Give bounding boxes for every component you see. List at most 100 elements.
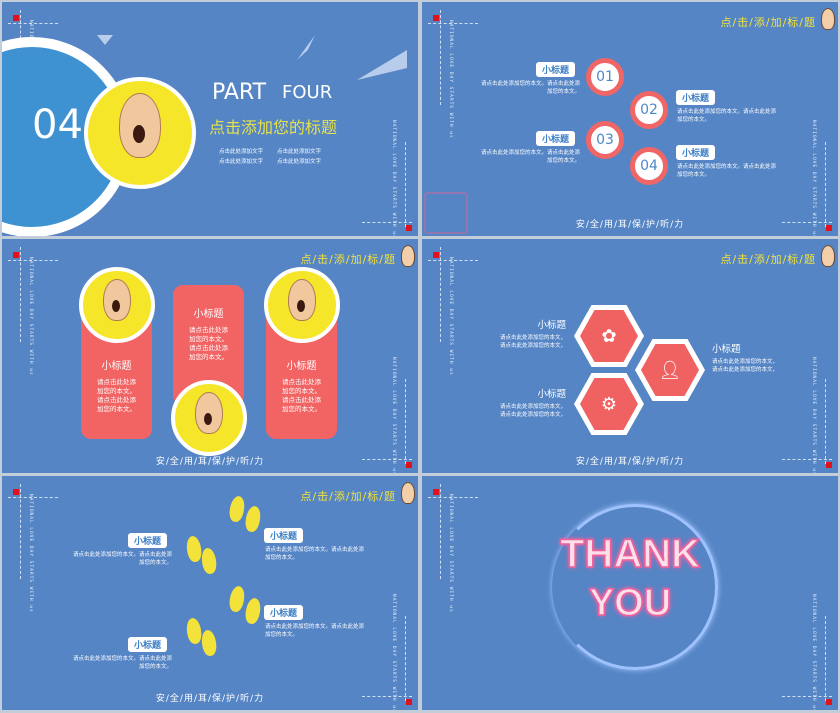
divider xyxy=(440,484,441,579)
footer-text: 安/全/用/耳/保/护/听/力 xyxy=(575,220,685,230)
subtitle-2: 小标题 xyxy=(264,528,304,543)
step-badge-01: 01 xyxy=(586,58,624,96)
text-4: 点击此处添加文字 xyxy=(277,159,322,165)
section-number: 04 xyxy=(32,102,83,148)
subtitle-2: 小标题 xyxy=(676,90,716,105)
card-body: 请点击此处添 加您的本文。 请点击此处添 加您的本文。 xyxy=(189,326,228,361)
part-label-2: FOUR xyxy=(282,82,333,103)
vertical-text: NATIONAL LOVE DAY STARTS WITH us xyxy=(391,357,396,473)
text-3: 点击此处添加文字 xyxy=(219,159,264,165)
thank-text: THANK xyxy=(559,532,700,576)
subtitle-3: 小标题 xyxy=(536,131,576,146)
slide-title[interactable]: 点击添加您的标题 xyxy=(209,118,338,137)
ear-cartoon-image xyxy=(264,267,340,343)
card-body: 请点击此处添 加您的本文。 请点击此处添 加您的本文。 xyxy=(282,378,321,413)
decor-triangle xyxy=(297,35,315,60)
body-line: 请点击此处添加您的本文。请点击此处添 xyxy=(677,164,777,170)
corner-marker xyxy=(13,252,19,258)
corner-marker xyxy=(13,15,19,21)
divider xyxy=(782,222,832,223)
divider xyxy=(20,247,21,342)
footprint-icon xyxy=(243,596,263,626)
divider xyxy=(825,142,826,227)
corner-marker xyxy=(13,489,19,495)
item-body: 请点击此处添加您的本文， 请点击此处添加您的本文， xyxy=(499,335,566,349)
part-label: PART xyxy=(212,80,267,105)
subtitle-4: 小标题 xyxy=(128,637,168,652)
body-line: 加您的本文。 xyxy=(677,117,711,123)
body-2: 请点击此处添加您的本文。请点击此处添 加您的本文。 xyxy=(677,108,776,124)
ear-cartoon-image xyxy=(84,77,196,189)
vertical-text: NATIONAL LOVE DAY STARTS WITH us xyxy=(391,120,396,236)
watermark-logo xyxy=(424,192,468,234)
slide-thumbnail-4[interactable]: NATIONAL LOVE DAY STARTS WITH us NATIONA… xyxy=(422,239,838,473)
footprint-icon xyxy=(227,494,247,524)
gear-car-icon: ⚙ xyxy=(580,378,638,430)
item-3: 小标题 请点击此处添加您的本文， 请点击此处添加您的本文， xyxy=(500,386,566,419)
vertical-text: NATIONAL LOVE DAY STARTS WITH us xyxy=(448,257,453,376)
vertical-text: NATIONAL LOVE DAY STARTS WITH us xyxy=(811,357,816,473)
divider xyxy=(782,696,832,697)
divider xyxy=(825,616,826,701)
item-body: 请点击此处添加您的本文， 请点击此处添加您的本文， xyxy=(499,404,566,418)
ear-icon xyxy=(401,482,415,504)
slide-thumbnail-1[interactable]: NATIONAL LOVE DAY STARTS WITH us NATIONA… xyxy=(2,2,418,236)
slide-thumbnail-5[interactable]: NATIONAL LOVE DAY STARTS WITH us NATIONA… xyxy=(2,476,418,710)
body-line: 加您的本文。 xyxy=(677,172,711,178)
card-title: 小标题 xyxy=(193,309,224,320)
slide-thumbnail-6[interactable]: NATIONAL LOVE DAY STARTS WITH us NATIONA… xyxy=(422,476,838,710)
text-1: 点击此处添加文字 xyxy=(219,149,264,155)
item-1: 小标题 请点击此处添加您的本文， 请点击此处添加您的本文， xyxy=(500,317,566,350)
hex-rose: ✿ xyxy=(574,305,644,367)
body-line: 加您的本文。 xyxy=(546,158,580,164)
corner-marker xyxy=(406,225,412,231)
divider xyxy=(405,142,406,227)
card-body: 请点击此处添 加您的本文。 请点击此处添 加您的本文。 xyxy=(97,378,136,413)
body-line: 请点击此处添加您的本文。请点击此处添 xyxy=(480,81,580,87)
ear-icon xyxy=(821,245,835,267)
header-title: 点/击/添/加/标/题 xyxy=(720,16,816,29)
footprint-icon xyxy=(227,584,247,614)
divider xyxy=(8,497,58,498)
body-line: 请点击此处添加您的本文。请点击此处添 xyxy=(480,150,580,156)
divider xyxy=(20,484,21,579)
corner-marker xyxy=(826,699,832,705)
hex-gear: ⚙ xyxy=(574,373,644,435)
body-2: 请点击此处添加您的本文。请点击此处添 加您的本文。 xyxy=(265,547,365,561)
person-icon: 👤︎ xyxy=(641,344,699,396)
subtitle-4: 小标题 xyxy=(676,145,716,160)
header-title: 点/击/添/加/标/题 xyxy=(300,253,396,266)
item-title: 小标题 xyxy=(712,344,741,355)
divider xyxy=(428,497,478,498)
footprint-icon xyxy=(200,547,218,575)
subtitle-3: 小标题 xyxy=(264,605,304,620)
step-badge-02: 02 xyxy=(630,91,668,129)
divider xyxy=(825,379,826,464)
neon-ring xyxy=(552,504,718,670)
divider xyxy=(362,459,412,460)
header-title: 点/击/添/加/标/题 xyxy=(300,490,396,503)
ear-cartoon-image xyxy=(79,267,155,343)
vertical-text: NATIONAL LOVE DAY STARTS WITH us xyxy=(391,594,396,710)
body-4: 请点击此处添加您的本文。请点击此处添 加您的本文。 xyxy=(677,163,776,179)
you-text: YOU xyxy=(588,582,672,624)
item-2: 小标题 请点击此处添加您的本文， 请点击此处添加您的本文， xyxy=(712,341,778,374)
body-3: 请点击此处添加您的本文。请点击此处添 加您的本文。 xyxy=(265,624,365,638)
decor-triangle xyxy=(357,50,407,80)
vertical-text: NATIONAL LOVE DAY STARTS WITH us xyxy=(448,20,453,139)
divider xyxy=(8,260,58,261)
body-line: 请点击此处添加您的本文。请点击此处添 xyxy=(677,109,777,115)
body-3: 请点击此处添加您的本文。请点击此处添加您的本文。 xyxy=(481,149,580,165)
divider xyxy=(405,379,406,464)
body-1: 请点击此处添加您的本文。请点击此处添 加您的本文。 xyxy=(481,80,580,96)
card-title: 小标题 xyxy=(101,361,132,372)
corner-marker xyxy=(433,489,439,495)
ear-icon xyxy=(401,245,415,267)
slide-thumbnail-3[interactable]: NATIONAL LOVE DAY STARTS WITH us NATIONA… xyxy=(2,239,418,473)
divider xyxy=(440,10,441,105)
subtitle-1: 小标题 xyxy=(128,533,168,548)
divider xyxy=(405,616,406,701)
slide-thumbnail-2[interactable]: NATIONAL LOVE DAY STARTS WITH us NATIONA… xyxy=(422,2,838,236)
body-1: 请点击此处添加您的本文。请点击此处添 加您的本文。 xyxy=(72,552,172,566)
vertical-text: NATIONAL LOVE DAY STARTS WITH us xyxy=(28,494,33,613)
